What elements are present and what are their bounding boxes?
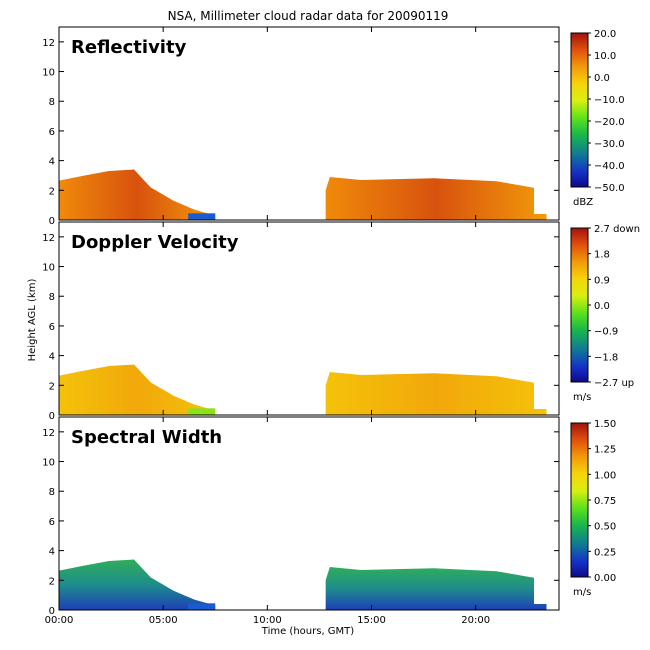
colorbar-tick-label: −20.0: [594, 117, 625, 128]
panel-frame: [58, 221, 560, 416]
cloud-layer-afternoon: [325, 371, 547, 415]
colorbar-tick-label: −2.7 up: [594, 378, 634, 389]
y-tick-label: 0: [49, 216, 55, 227]
x-tick-label: 00:00: [45, 615, 74, 626]
colorbar-tick-label: −10.0: [594, 95, 625, 106]
colorbar-tick-label: 1.25: [594, 445, 616, 456]
colorbar-tick-label: −50.0: [594, 183, 625, 194]
panel: 0 2 4 6 8 10 12 00:00 05:00 10:00 15:00 20:00 Spectr…: [42, 416, 616, 626]
colorbar-tick-label: −30.0: [594, 139, 625, 150]
cloud-layer-morning: [59, 169, 216, 220]
y-tick-label: 2: [49, 381, 55, 392]
y-tick-label: 10: [42, 263, 55, 274]
panel: 0 2 4 6 8 10 12 Doppler Velocity 2.7 down 1.8 0.9 0…: [42, 221, 640, 422]
y-tick-label: 12: [42, 428, 55, 439]
colorbar-tick-label: 0.0: [594, 301, 610, 312]
colorbar-tick-label: 1.00: [594, 470, 616, 481]
colorbar-unit: m/s: [573, 587, 591, 598]
y-tick-label: 2: [49, 576, 55, 587]
colorbar-tick-label: −0.9: [594, 327, 618, 338]
colorbar-tick-label: 20.0: [594, 29, 616, 40]
y-tick-label: 0: [49, 411, 55, 422]
y-tick-label: 6: [49, 322, 55, 333]
colorbar: [570, 422, 589, 578]
cloud-layer-afternoon: [325, 566, 547, 610]
panel: 0 2 4 6 8 10 12 Reflectivity 20.0 10.0 0.0 −10.0 −20…: [42, 26, 625, 227]
colorbar-unit: m/s: [573, 392, 591, 403]
colorbar-unit: dBZ: [573, 197, 593, 208]
cloud-layer-edge: [188, 603, 216, 610]
cloud-layer-edge: [188, 408, 216, 415]
colorbar-tick-label: 10.0: [594, 51, 616, 62]
colorbar-tick-label: 0.00: [594, 573, 616, 584]
panel-label: Reflectivity: [71, 37, 187, 58]
x-tick-label: 10:00: [253, 615, 282, 626]
x-tick-label: 15:00: [357, 615, 386, 626]
colorbar-tick-label: 0.50: [594, 522, 616, 533]
y-tick-label: 4: [49, 547, 55, 558]
y-tick-label: 6: [49, 517, 55, 528]
colorbar-tick-label: 0.9: [594, 275, 610, 286]
colorbar-tick-label: 0.25: [594, 547, 616, 558]
y-tick-label: 8: [49, 292, 55, 303]
y-tick-label: 10: [42, 68, 55, 79]
y-tick-label: 2: [49, 186, 55, 197]
colorbar-tick-label: 2.7 down: [594, 224, 640, 235]
panel-frame: [58, 416, 560, 611]
cloud-layer-morning: [59, 559, 216, 610]
colorbar-tick-label: −1.8: [594, 352, 618, 363]
cloud-layer-morning: [59, 364, 216, 415]
cloud-layer-edge: [188, 213, 216, 220]
chart-title: NSA, Millimeter cloud radar data for 200…: [168, 9, 449, 23]
x-tick-label: 20:00: [461, 615, 490, 626]
y-tick-label: 12: [42, 38, 55, 49]
y-tick-label: 6: [49, 127, 55, 138]
y-tick-label: 4: [49, 352, 55, 363]
y-tick-label: 4: [49, 157, 55, 168]
panel-label: Doppler Velocity: [71, 232, 239, 253]
colorbar: [570, 227, 589, 383]
colorbar-tick-label: 1.50: [594, 419, 616, 430]
y-tick-label: 0: [49, 606, 55, 617]
panel-frame: [58, 26, 560, 221]
y-tick-label: 8: [49, 97, 55, 108]
x-tick-label: 05:00: [149, 615, 178, 626]
colorbar-tick-label: 0.75: [594, 496, 616, 507]
colorbar-tick-label: −40.0: [594, 161, 625, 172]
y-tick-label: 12: [42, 233, 55, 244]
colorbar-tick-label: 1.8: [594, 250, 610, 261]
y-axis-label: Height AGL (km): [27, 279, 38, 362]
y-tick-label: 10: [42, 458, 55, 469]
panel-label: Spectral Width: [71, 427, 222, 448]
colorbar-tick-label: 0.0: [594, 73, 610, 84]
x-axis-label: Time (hours, GMT): [261, 626, 355, 637]
colorbar: [570, 32, 589, 188]
y-tick-label: 8: [49, 487, 55, 498]
cloud-layer-afternoon: [325, 176, 547, 220]
